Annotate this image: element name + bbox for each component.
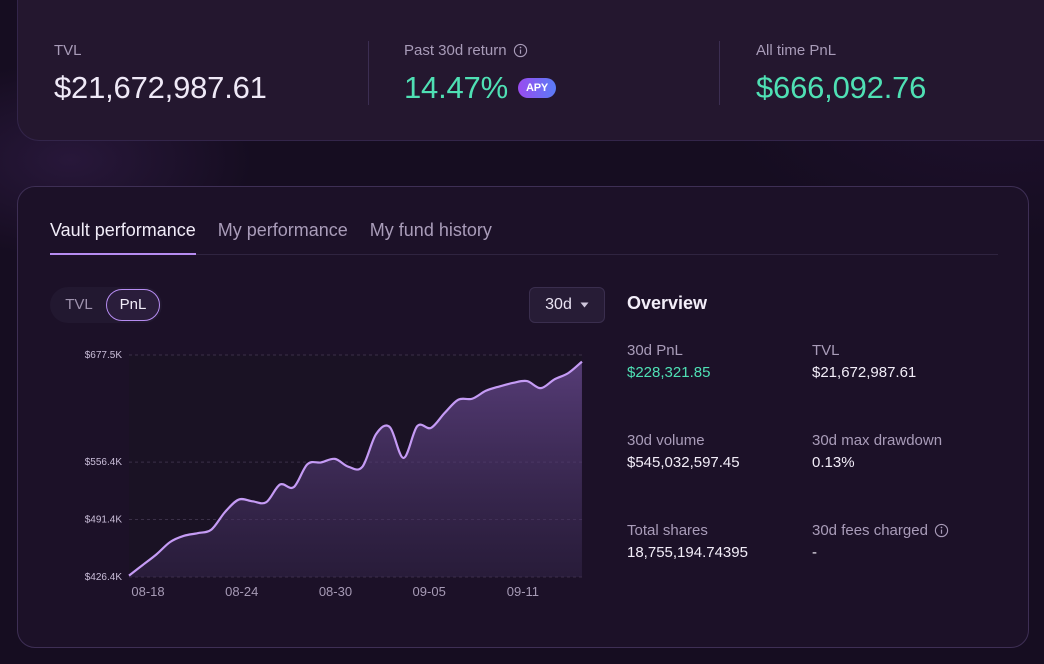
pnl-value: $666,092.76 (756, 70, 927, 105)
series-area (129, 361, 582, 577)
return-value-row: 14.47% APY (404, 69, 556, 106)
tvl-value: $21,672,987.61 (54, 70, 267, 105)
time-range-value: 30d (545, 296, 572, 313)
x-tick-label: 08-24 (225, 584, 258, 599)
overview-key: 30d PnL (627, 342, 683, 359)
caret-down-icon (580, 302, 589, 308)
stat-divider (368, 41, 369, 105)
return-value: 14.47% (404, 70, 508, 105)
tab-my-performance[interactable]: My performance (217, 220, 348, 240)
apy-badge: APY (517, 77, 556, 98)
stat-divider (719, 41, 720, 105)
overview-title: Overview (627, 293, 708, 313)
x-tick-label: 08-30 (319, 584, 352, 599)
metric-toggle: TVL PnL (50, 287, 162, 323)
y-tick-label: $426.4K (85, 572, 123, 583)
overview-key: 30d max drawdown (812, 432, 943, 449)
return-stat: Past 30d return 14.47% APY (404, 42, 556, 106)
overview-item-fees-charged: 30d fees charged - (812, 522, 949, 561)
x-tick-label: 09-05 (413, 584, 446, 599)
overview-value: 0.13% (812, 454, 855, 471)
return-label: Past 30d return (404, 42, 507, 59)
time-range-select[interactable]: 30d (529, 287, 605, 323)
info-icon[interactable] (934, 523, 949, 538)
overview-key: 30d fees charged (812, 522, 928, 539)
all-time-pnl-stat: All time PnL $666,092.76 (756, 42, 926, 106)
pnl-chart: $677.5K $556.4K $491.4K $426.4K 08-18 08-24 08… (44, 347, 592, 607)
overview-value: 18,755,194.74395 (627, 544, 748, 561)
vault-stats-card: TVL $21,672,987.61 Past 30d return 14.47… (17, 0, 1044, 141)
y-tick-label: $491.4K (85, 515, 123, 526)
overview-key: Total shares (627, 522, 708, 539)
overview-item-30d-pnl: 30d PnL $228,321.85 (627, 342, 710, 381)
tvl-stat: TVL $21,672,987.61 (54, 42, 267, 106)
overview-value: $228,321.85 (627, 364, 711, 381)
series-line (128, 360, 583, 577)
performance-tabs: Vault performance My performance My fund… (50, 217, 998, 255)
info-icon[interactable] (513, 43, 528, 58)
performance-card: Vault performance My performance My fund… (17, 186, 1029, 648)
pnl-label: All time PnL (756, 42, 837, 59)
overview-value: $21,672,987.61 (812, 364, 917, 381)
overview-item-tvl: TVL $21,672,987.61 (812, 342, 916, 381)
tvl-label: TVL (54, 42, 82, 59)
tab-my-fund-history[interactable]: My fund history (369, 220, 492, 240)
x-tick-label: 08-18 (131, 584, 164, 599)
overview-key-row: 30d fees charged (812, 522, 949, 539)
x-tick-label: 09-11 (507, 584, 539, 599)
overview-value: - (812, 544, 817, 561)
tab-vault-performance[interactable]: Vault performance (50, 217, 196, 255)
toggle-pnl[interactable]: PnL (106, 289, 160, 321)
return-label-row: Past 30d return (404, 42, 556, 59)
overview-value: $545,032,597.45 (627, 454, 740, 471)
chart-svg: $677.5K $556.4K $491.4K $426.4K 08-18 08-24 08… (85, 350, 583, 599)
toggle-tvl[interactable]: TVL (65, 296, 93, 313)
y-tick-label: $677.5K (85, 350, 123, 361)
overview-key: 30d volume (627, 432, 705, 449)
overview-item-max-drawdown: 30d max drawdown 0.13% (812, 432, 942, 471)
overview-item-30d-volume: 30d volume $545,032,597.45 (627, 432, 740, 471)
overview-item-total-shares: Total shares 18,755,194.74395 (627, 522, 748, 561)
overview-key: TVL (812, 342, 840, 359)
y-tick-label: $556.4K (85, 457, 123, 468)
